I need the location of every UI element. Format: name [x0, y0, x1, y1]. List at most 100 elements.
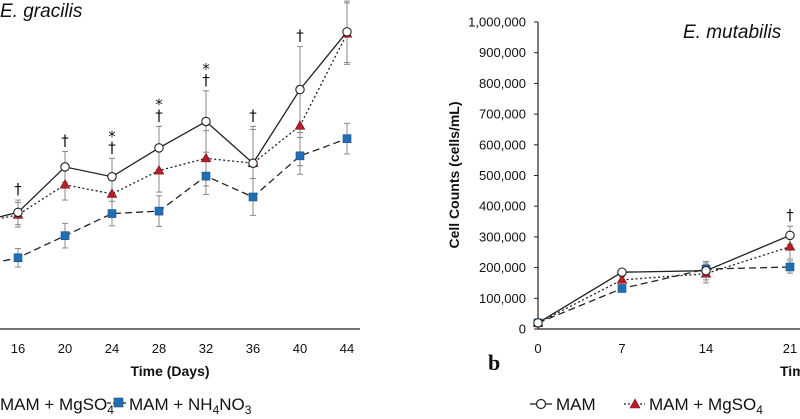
x-tick-label: 24 — [105, 341, 119, 356]
data-point — [295, 151, 305, 161]
legend-a: MAM + MgSO4 MAM + NH4NO3 — [0, 395, 252, 417]
significance-mark: † — [61, 132, 69, 150]
series-line — [0, 138, 348, 263]
legend-sub-a3: 3 — [245, 403, 252, 417]
data-point — [785, 262, 795, 272]
svg-text:MAM + MgSO4: MAM + MgSO4 — [649, 395, 763, 417]
significance-marks-a: ††*†*†*†††† — [14, 27, 304, 198]
legend-item-mgso4-a: MAM + MgSO4 — [0, 395, 114, 417]
y-tick-label: 300,000 — [479, 229, 526, 244]
significance-marks-b: † — [786, 206, 794, 224]
x-tick-label: 21 — [783, 341, 797, 356]
data-point — [107, 171, 117, 182]
series-line — [537, 266, 791, 324]
legend-b: MAM MAM + MgSO4 — [530, 395, 763, 417]
error-bars-b — [535, 225, 793, 325]
series-line — [537, 246, 791, 324]
x-tick-label: 16 — [11, 341, 25, 356]
legend-item-mgso4-b: MAM + MgSO4 — [624, 395, 763, 417]
legend-label-b2: MAM + MgSO — [649, 395, 756, 414]
series-line — [537, 234, 791, 324]
x-axis-label-b: Time (Days) — [780, 363, 800, 379]
y-tick-labels-b: 0 100,000 200,000 300,000 400,000 500,000 600,… — [468, 15, 538, 337]
data-point — [154, 143, 164, 153]
data-point — [701, 265, 711, 276]
data-point — [201, 116, 211, 127]
y-tick-label: 0 — [519, 322, 526, 337]
y-tick-label: 800,000 — [479, 76, 526, 91]
data-point — [616, 274, 628, 284]
data-point — [785, 230, 795, 241]
x-tick-label: 20 — [58, 341, 72, 356]
series-lines-b — [537, 234, 791, 324]
data-point — [107, 209, 117, 218]
x-axis-label-a: Time (Days) — [130, 363, 209, 379]
data-point — [533, 318, 543, 328]
chart-panel-e-gracilis: E. gracilis Time (Days) 16 20 24 28 32 36 40 44… — [0, 0, 360, 379]
data-point — [153, 164, 165, 175]
significance-mark: * — [155, 95, 163, 113]
data-point — [294, 120, 306, 130]
x-tick-label: 28 — [152, 341, 166, 356]
legend-item-nh4no3-a: MAM + NH4NO3 — [107, 395, 252, 417]
panel-label-b: b — [488, 350, 500, 375]
legend-marker-triangle — [629, 398, 641, 409]
significance-mark: † — [202, 71, 210, 89]
x-tick-label: 0 — [534, 341, 541, 356]
data-point — [60, 162, 70, 172]
x-tick-label: 40 — [293, 341, 307, 356]
x-tick-label: 14 — [699, 341, 713, 356]
y-tick-label: 600,000 — [479, 137, 526, 152]
legend-label-a1: MAM + MgSO — [0, 395, 107, 414]
y-tick-label: 900,000 — [479, 45, 526, 60]
data-point — [200, 152, 212, 163]
series-markers-a — [12, 27, 353, 263]
significance-mark: * — [108, 127, 116, 145]
y-tick-label: 200,000 — [479, 260, 526, 275]
legend-label-b1: MAM — [556, 395, 596, 414]
data-point — [784, 241, 796, 251]
chart-title-e-mutabilis: E. mutabilis — [683, 22, 782, 43]
significance-mark: † — [155, 106, 163, 124]
y-tick-label: 500,000 — [479, 168, 526, 183]
y-tick-label: 100,000 — [479, 291, 526, 306]
x-tick-label: 32 — [199, 341, 213, 356]
x-tick-labels-b: 0 7 14 21 — [534, 341, 797, 356]
legend-mid-a2: NO — [219, 395, 245, 414]
legend-marker-square — [113, 397, 124, 408]
data-point — [248, 158, 258, 168]
data-point — [154, 206, 164, 216]
series-markers-b — [532, 230, 796, 328]
legend-sub-b2: 4 — [756, 403, 763, 417]
legend-sub-a1: 4 — [107, 403, 114, 417]
data-point — [13, 253, 23, 263]
significance-mark: † — [786, 206, 794, 224]
data-point — [13, 207, 23, 218]
legend-sub-a2: 4 — [213, 403, 220, 417]
x-tick-label: 36 — [246, 341, 260, 356]
data-point — [295, 84, 305, 95]
data-point — [342, 27, 352, 37]
x-tick-labels-a: 16 20 24 28 32 36 40 44 — [11, 341, 354, 356]
significance-mark: * — [202, 60, 210, 78]
data-point — [617, 267, 627, 277]
significance-mark: † — [296, 27, 304, 45]
significance-mark: † — [14, 180, 22, 198]
svg-text:MAM + NH4NO3: MAM + NH4NO3 — [129, 395, 252, 417]
data-point — [60, 231, 70, 240]
series-lines-a — [0, 31, 348, 263]
data-point — [342, 134, 352, 143]
data-point — [248, 192, 258, 202]
significance-mark: † — [108, 138, 116, 156]
data-point — [59, 179, 71, 189]
y-tick-label: 1,000,000 — [468, 15, 526, 30]
significance-mark: † — [249, 106, 257, 124]
legend-label-a2: MAM + NH — [129, 395, 213, 414]
legend-item-mam-b: MAM — [530, 395, 596, 414]
data-point — [201, 171, 211, 181]
x-tick-label: 7 — [618, 341, 625, 356]
y-tick-label: 700,000 — [479, 107, 526, 122]
svg-text:MAM + MgSO4: MAM + MgSO4 — [0, 395, 114, 417]
data-point — [106, 188, 118, 198]
